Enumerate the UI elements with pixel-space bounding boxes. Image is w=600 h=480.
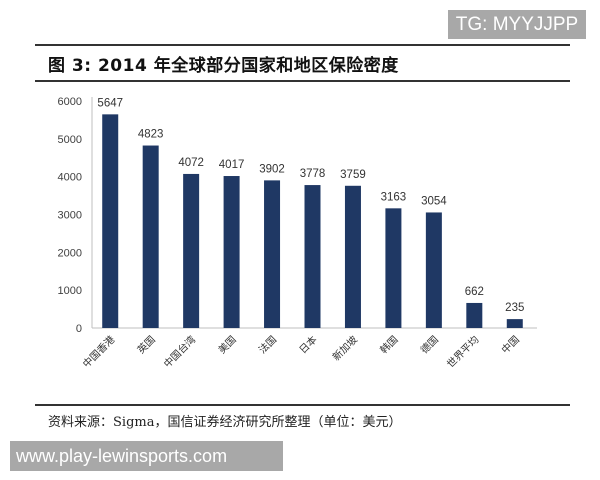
bar-value-label: 3163 — [381, 191, 407, 203]
bar — [142, 145, 159, 328]
x-tick-label: 日本 — [296, 333, 319, 356]
x-tick-label: 美国 — [215, 333, 238, 356]
bar-value-label: 3759 — [340, 169, 366, 181]
x-tick-label: 新加坡 — [330, 333, 360, 363]
source-top-rule — [35, 404, 570, 406]
x-tick-label: 中国台湾 — [161, 333, 198, 370]
y-tick-label: 3000 — [58, 210, 82, 222]
title-top-rule — [35, 44, 570, 46]
x-tick-label: 德国 — [418, 333, 441, 356]
bar-value-label: 5647 — [97, 97, 123, 109]
x-tick-label: 中国 — [499, 333, 522, 356]
bar-value-label: 3902 — [259, 163, 285, 175]
y-tick-label: 2000 — [58, 247, 82, 259]
bar-value-label: 4823 — [138, 129, 164, 141]
bar — [425, 212, 442, 328]
y-tick-label: 1000 — [58, 285, 82, 297]
bar — [506, 319, 523, 328]
watermark-bottom: www.play-lewinsports.com — [10, 441, 283, 471]
y-tick-label: 6000 — [58, 96, 82, 108]
x-tick-label: 世界平均 — [445, 334, 482, 371]
title-bottom-rule — [35, 80, 570, 82]
x-tick-label: 法国 — [256, 333, 279, 356]
bar — [223, 176, 240, 328]
x-tick-label: 韩国 — [377, 333, 400, 356]
watermark-top: TG: MYYJJPP — [448, 10, 586, 39]
y-tick-label: 0 — [76, 323, 82, 335]
bar — [304, 185, 321, 328]
y-tick-label: 4000 — [58, 172, 82, 184]
source-note: 资料来源：Sigma，国信证券经济研究所整理（单位：美元） — [48, 415, 402, 430]
bar — [385, 208, 402, 328]
bar-value-label: 4017 — [219, 159, 245, 171]
x-tick-label: 中国香港 — [80, 333, 117, 370]
bar-value-label: 4072 — [178, 157, 204, 169]
bar — [102, 114, 119, 328]
figure-title: 图 3: 2014 年全球部分国家和地区保险密度 — [48, 56, 399, 76]
bar — [344, 185, 361, 328]
x-tick-label: 英国 — [134, 333, 157, 356]
bar-value-label: 662 — [465, 286, 484, 298]
bar — [264, 180, 281, 328]
bar-value-label: 235 — [505, 302, 524, 314]
bar — [466, 302, 483, 328]
bar-value-label: 3054 — [421, 195, 447, 207]
bar-chart: 0 1000 2000 3000 4000 5000 6000 5647 中国香港 4823 英国 4… — [58, 96, 537, 371]
y-tick-label: 5000 — [58, 134, 82, 146]
bar — [183, 173, 200, 328]
bar-value-label: 3778 — [300, 168, 326, 180]
